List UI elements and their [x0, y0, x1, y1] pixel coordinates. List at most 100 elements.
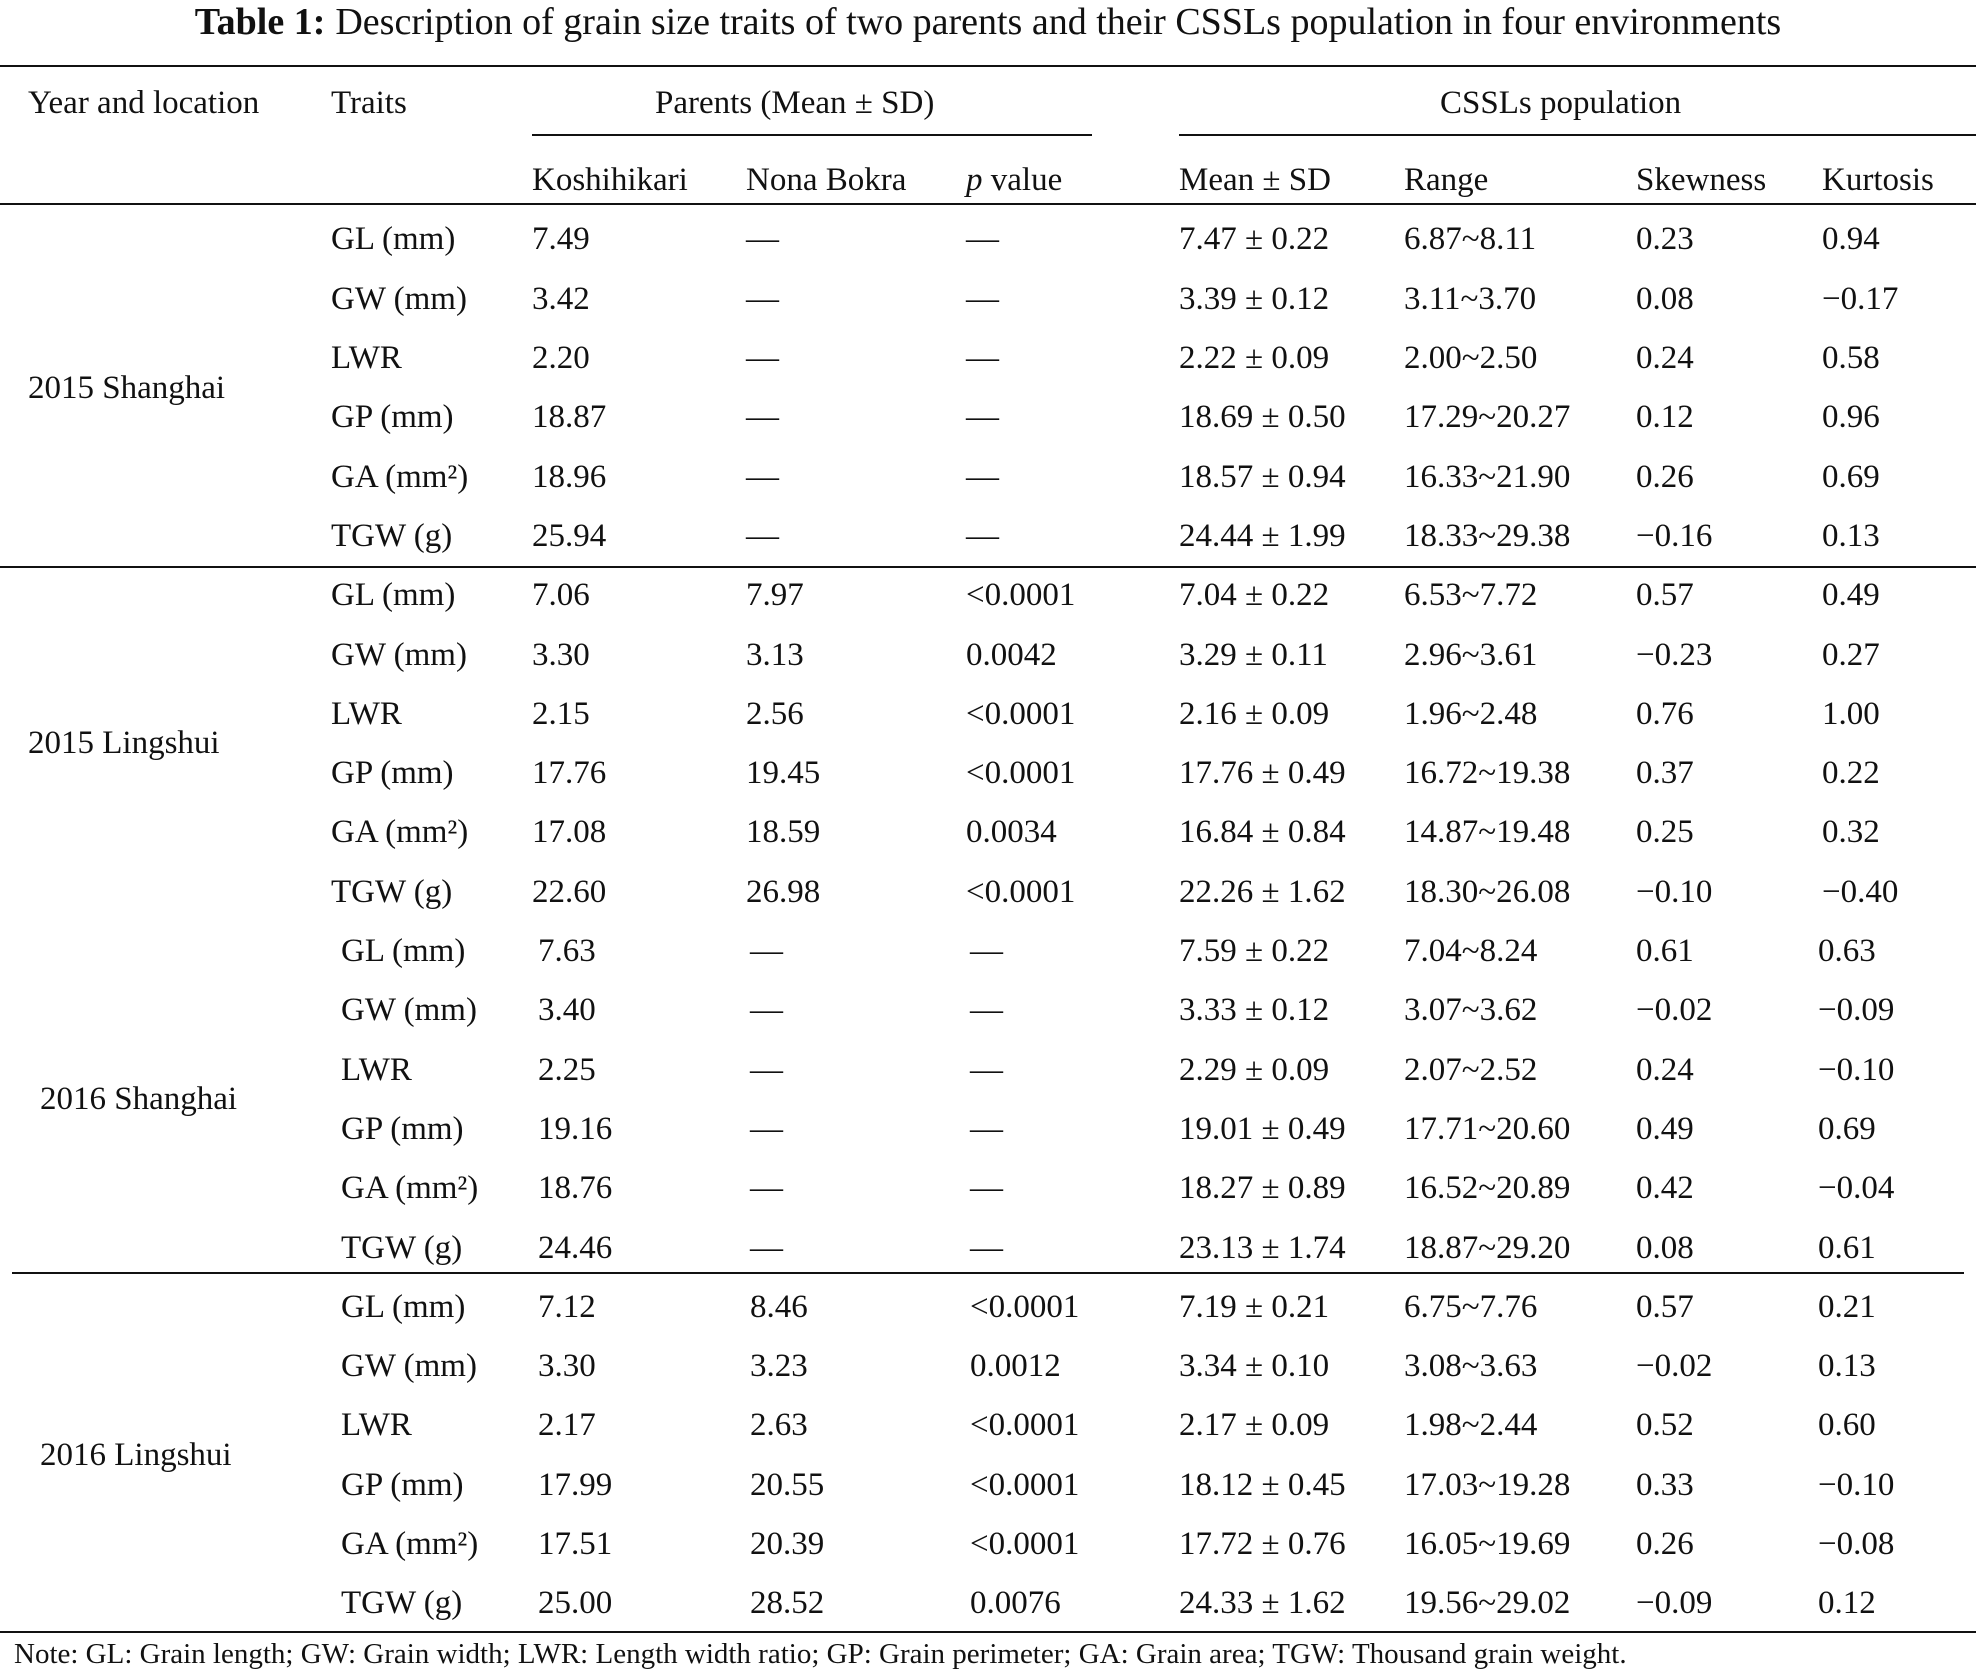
trait: GW (mm)	[341, 1348, 477, 1385]
nona-bokra: 2.56	[746, 695, 804, 732]
trait: LWR	[331, 695, 402, 732]
location: 2015 Shanghai	[28, 369, 226, 406]
col-header: Skewness	[1636, 162, 1767, 198]
kurtosis: −0.08	[1818, 1526, 1895, 1562]
nona-bokra: 8.46	[750, 1288, 808, 1325]
range: 6.87~8.11	[1404, 221, 1537, 258]
trait: GP (mm)	[331, 755, 454, 792]
mean-sd: 3.29 ± 0.11	[1179, 636, 1328, 673]
p-value: —	[970, 1229, 1003, 1266]
koshihikari: 7.12	[538, 1288, 596, 1325]
col-header: Year and location	[28, 85, 260, 121]
p-italic: p	[966, 162, 983, 198]
trait: GL (mm)	[331, 577, 456, 614]
koshihikari: 19.16	[538, 1110, 613, 1147]
mean-sd: 3.33 ± 0.12	[1179, 992, 1330, 1029]
p-value: <0.0001	[966, 577, 1076, 614]
kurtosis: −0.10	[1818, 1466, 1895, 1503]
skewness: 0.08	[1636, 280, 1694, 317]
p-value: —	[970, 992, 1003, 1029]
skewness: 0.42	[1636, 1170, 1694, 1207]
nona-bokra: 26.98	[746, 873, 821, 910]
location: 2016 Lingshui	[40, 1437, 232, 1474]
koshihikari: 18.96	[532, 458, 607, 495]
range: 2.07~2.52	[1404, 1051, 1538, 1088]
nona-bokra: 28.52	[750, 1585, 825, 1622]
mean-sd: 19.01 ± 0.49	[1179, 1110, 1346, 1147]
kurtosis: 0.61	[1818, 1229, 1876, 1266]
skewness: −0.23	[1636, 636, 1713, 673]
p-value: —	[970, 1110, 1003, 1147]
range: 17.71~20.60	[1404, 1110, 1571, 1147]
table-label: Table 1:	[194, 1, 326, 43]
trait: LWR	[331, 340, 402, 376]
skewness: −0.10	[1636, 873, 1713, 910]
trait: GW (mm)	[341, 992, 477, 1029]
koshihikari: 3.42	[532, 280, 590, 317]
koshihikari: 2.25	[538, 1051, 596, 1088]
nona-bokra: 2.63	[750, 1407, 808, 1444]
trait: GA (mm²)	[341, 1526, 479, 1562]
mean-sd: 18.27 ± 0.89	[1179, 1170, 1346, 1207]
nona-bokra: —	[746, 221, 779, 258]
nona-bokra: —	[746, 280, 779, 317]
trait: GL (mm)	[341, 1288, 466, 1325]
kurtosis: 0.94	[1822, 221, 1880, 258]
col-header: Kurtosis	[1822, 162, 1934, 198]
p-value: —	[966, 399, 999, 436]
skewness: 0.49	[1636, 1110, 1694, 1147]
trait: GP (mm)	[341, 1466, 464, 1503]
koshihikari: 24.46	[538, 1229, 613, 1266]
p-value: —	[966, 280, 999, 317]
range: 17.29~20.27	[1404, 399, 1571, 436]
mean-sd: 2.16 ± 0.09	[1179, 695, 1330, 732]
trait: GA (mm²)	[341, 1170, 479, 1207]
range: 18.87~29.20	[1404, 1229, 1571, 1266]
range: 18.30~26.08	[1404, 873, 1571, 910]
mean-sd: 7.04 ± 0.22	[1179, 577, 1330, 614]
mean-sd: 2.22 ± 0.09	[1179, 340, 1330, 376]
skewness: 0.37	[1636, 755, 1694, 792]
p-value: —	[970, 1170, 1003, 1207]
mean-sd: 17.72 ± 0.76	[1179, 1526, 1346, 1562]
nona-bokra: —	[746, 458, 779, 495]
p-value: <0.0001	[970, 1526, 1080, 1562]
skewness: −0.02	[1636, 992, 1713, 1029]
p-value: <0.0001	[970, 1407, 1080, 1444]
range: 1.96~2.48	[1404, 695, 1538, 732]
mean-sd: 3.34 ± 0.10	[1179, 1348, 1330, 1385]
p-text: value	[990, 162, 1063, 198]
skewness: 0.23	[1636, 221, 1694, 258]
col-header: Range	[1404, 162, 1489, 198]
kurtosis: 0.60	[1818, 1407, 1876, 1444]
kurtosis: 0.49	[1822, 577, 1880, 614]
p-value: —	[966, 517, 999, 554]
nona-bokra: —	[746, 340, 779, 376]
koshihikari: 2.17	[538, 1407, 596, 1444]
trait: GL (mm)	[341, 933, 466, 969]
p-value: 0.0042	[966, 636, 1057, 673]
skewness: 0.26	[1636, 1526, 1694, 1562]
kurtosis: 0.13	[1822, 517, 1880, 554]
mean-sd: 24.33 ± 1.62	[1179, 1585, 1346, 1622]
col-header: Koshihikari	[532, 162, 688, 198]
skewness: 0.61	[1636, 933, 1694, 969]
mean-sd: 23.13 ± 1.74	[1179, 1229, 1346, 1266]
range: 2.96~3.61	[1404, 636, 1538, 673]
p-value: 0.0012	[970, 1348, 1061, 1385]
p-value: —	[970, 1051, 1003, 1088]
mean-sd: 22.26 ± 1.62	[1179, 873, 1346, 910]
kurtosis: 0.69	[1822, 458, 1880, 495]
trait: TGW (g)	[331, 873, 453, 910]
parents-underline	[532, 134, 1092, 136]
top-rule	[0, 65, 1976, 67]
nona-bokra: —	[750, 1051, 783, 1088]
trait: TGW (g)	[341, 1585, 463, 1622]
group-rule	[0, 566, 1976, 568]
nona-bokra: 19.45	[746, 755, 821, 792]
skewness: 0.08	[1636, 1229, 1694, 1266]
trait: GL (mm)	[331, 221, 456, 258]
p-value: <0.0001	[966, 755, 1076, 792]
mean-sd: 24.44 ± 1.99	[1179, 517, 1346, 554]
table-title: Table 1: Description of grain size traits…	[0, 0, 1976, 44]
